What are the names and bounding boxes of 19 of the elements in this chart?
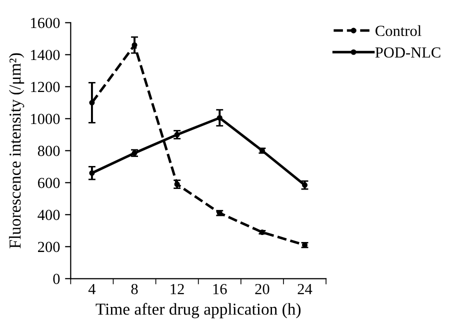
x-tick-label: 4 [88, 284, 96, 294]
x-tick-label: 16 [213, 284, 227, 294]
y-tick-label: 1600 [31, 18, 60, 28]
y-tick-label: 1200 [31, 82, 60, 92]
y-tick-label: 400 [38, 210, 60, 220]
y-tick-label: 600 [38, 178, 60, 188]
y-axis-title: Fluorescence intensity (/μm²) [8, 53, 24, 248]
x-tick-label: 12 [170, 284, 184, 294]
x-axis-title: Time after drug application (h) [96, 302, 301, 318]
x-tick-label: 24 [298, 284, 312, 294]
y-tick-label: 200 [38, 242, 60, 252]
legend-label: POD-NLC [375, 47, 440, 58]
y-tick-label: 0 [53, 274, 60, 284]
y-tick-label: 1000 [31, 114, 60, 124]
x-tick-label: 8 [131, 284, 138, 294]
legend-label: Control [376, 25, 422, 36]
x-tick-label: 20 [255, 284, 270, 294]
y-tick-label: 800 [38, 146, 60, 156]
y-tick-label: 1400 [31, 50, 60, 60]
